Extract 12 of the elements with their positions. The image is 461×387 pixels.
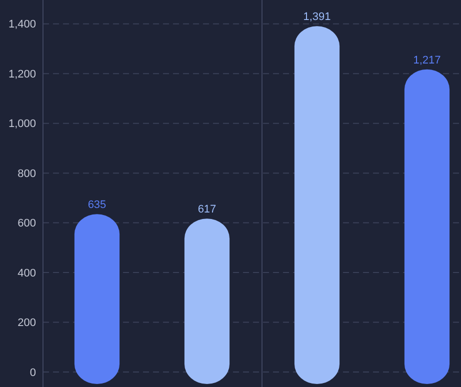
y-tick-label: 1,400 — [8, 18, 36, 31]
y-tick-label: 200 — [18, 317, 36, 330]
y-tick-label: 600 — [18, 218, 36, 230]
y-tick-label: 1,000 — [8, 118, 36, 130]
data-label: 617 — [198, 204, 216, 216]
data-label: 1,391 — [303, 11, 331, 24]
data-label: 1,217 — [413, 54, 441, 66]
y-tick-label: 800 — [18, 168, 36, 180]
y-tick-label: 400 — [18, 267, 36, 280]
data-label: 635 — [88, 199, 106, 212]
y-tick-label: 1,200 — [8, 68, 36, 80]
y-tick-label: 0 — [30, 366, 36, 379]
